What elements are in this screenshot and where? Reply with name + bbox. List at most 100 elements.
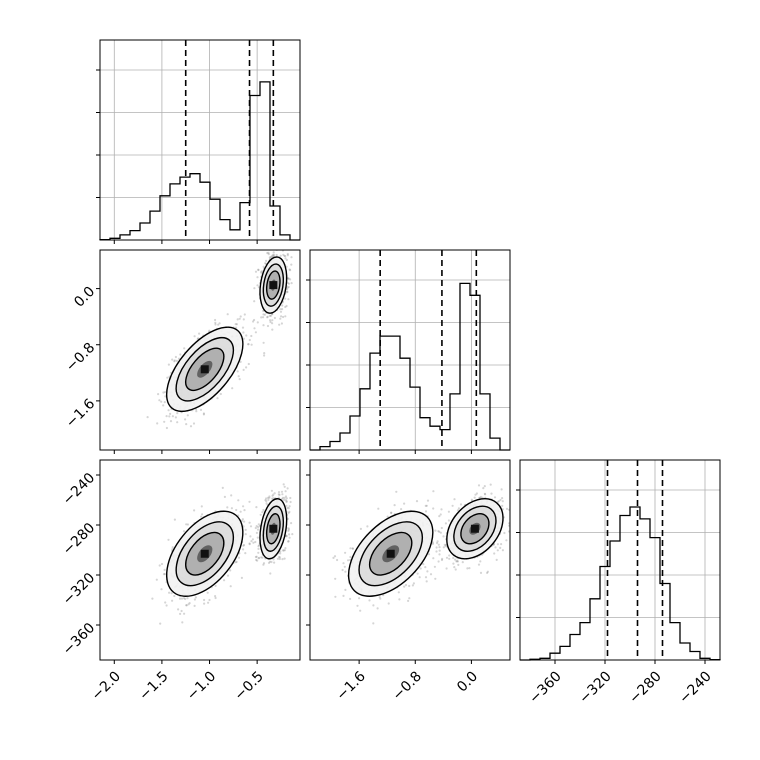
scatter-point (244, 552, 247, 555)
scatter-point (390, 511, 393, 514)
scatter-point (416, 572, 419, 575)
scatter-point (479, 495, 482, 499)
scatter-point (281, 308, 284, 311)
scatter-point (284, 297, 287, 300)
scatter-point (160, 588, 163, 591)
scatter-point (351, 547, 354, 550)
scatter-point (539, 505, 541, 507)
scatter-point (217, 323, 220, 326)
scatter-point (214, 595, 217, 598)
scatter-point (257, 545, 260, 548)
scatter-point (268, 560, 272, 563)
scatter-point (286, 291, 289, 294)
scatter-point (497, 500, 500, 503)
x-tick-label: −280 (626, 668, 665, 707)
scatter-point (287, 511, 290, 515)
scatter-point (438, 549, 441, 552)
scatter-point (186, 597, 189, 600)
scatter-point (269, 572, 272, 575)
y-tick-label: 0.0 (71, 284, 98, 311)
scatter-point (230, 494, 233, 497)
density-peak (269, 281, 278, 290)
scatter-point (403, 585, 406, 588)
scatter-point (207, 601, 210, 604)
scatter-point (505, 539, 508, 542)
scatter-point (440, 508, 443, 511)
scatter-point (244, 528, 247, 532)
scatter-point (291, 533, 294, 536)
scatter-point (286, 286, 289, 289)
scatter-point (202, 413, 205, 416)
scatter-point (270, 489, 273, 492)
scatter-point (247, 343, 250, 346)
scatter-point (163, 573, 166, 576)
scatter-point (287, 285, 290, 289)
scatter-point (262, 265, 265, 268)
scatter-point (279, 552, 282, 555)
scatter-point (266, 496, 270, 499)
scatter-point (235, 323, 238, 326)
scatter-point (499, 498, 502, 502)
scatter-point (271, 494, 274, 497)
scatter-point (452, 562, 455, 565)
scatter-point (284, 315, 287, 318)
scatter-point (439, 513, 442, 516)
scatter-point (273, 253, 276, 256)
scatter-point (242, 505, 245, 508)
scatter-point (218, 322, 221, 325)
scatter-point (282, 483, 285, 486)
scatter-point (277, 493, 280, 496)
scatter-point (223, 579, 226, 582)
scatter-point (418, 576, 421, 579)
scatter-point (477, 563, 481, 566)
scatter-point (185, 523, 188, 526)
scatter-point (254, 526, 257, 530)
scatter-point (203, 602, 206, 605)
scatter-point (238, 378, 241, 381)
scatter-point (280, 322, 283, 325)
scatter-point (503, 531, 506, 535)
scatter-point (187, 603, 190, 606)
scatter-point (437, 560, 440, 563)
scatter-point (178, 597, 182, 600)
histogram-series (520, 506, 721, 661)
scatter-point (270, 255, 274, 258)
scatter-point (160, 562, 164, 566)
scatter-point (454, 568, 457, 571)
scatter-point (447, 510, 450, 513)
scatter-point (165, 426, 168, 430)
scatter-point (235, 560, 238, 564)
scatter-point (285, 304, 288, 308)
scatter-point (432, 507, 435, 510)
density-panel-param-3-vs-param-1 (151, 483, 294, 625)
scatter-point (175, 359, 178, 362)
scatter-point (177, 608, 180, 611)
x-tick-label: −240 (676, 668, 715, 707)
scatter-point (276, 557, 279, 560)
y-tick-label: −240 (60, 470, 99, 509)
scatter-point (377, 507, 380, 510)
scatter-point (424, 510, 428, 513)
histogram-series (310, 282, 510, 451)
scatter-point (173, 360, 176, 363)
scatter-point (252, 541, 255, 544)
scatter-point (235, 508, 238, 512)
scatter-point (441, 557, 444, 560)
scatter-point (283, 557, 286, 560)
scatter-point (255, 558, 258, 562)
scatter-point (262, 508, 265, 512)
x-tick-label: −2.0 (89, 668, 124, 703)
scatter-point (501, 549, 504, 552)
scatter-point (230, 507, 233, 510)
scatter-point (268, 495, 271, 498)
scatter-point (289, 278, 292, 281)
scatter-point (229, 569, 232, 572)
scatter-point (433, 565, 436, 568)
scatter-point (223, 495, 226, 498)
scatter-point (177, 357, 181, 360)
scatter-point (287, 282, 291, 285)
scatter-point (425, 504, 428, 507)
scatter-point (256, 284, 259, 287)
scatter-point (208, 598, 211, 602)
scatter-point (286, 506, 289, 509)
